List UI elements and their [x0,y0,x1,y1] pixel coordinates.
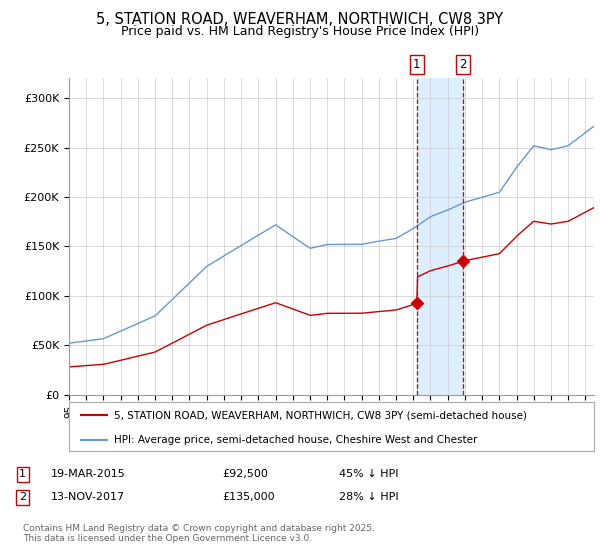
Text: Price paid vs. HM Land Registry's House Price Index (HPI): Price paid vs. HM Land Registry's House … [121,25,479,38]
Text: 28% ↓ HPI: 28% ↓ HPI [339,492,398,502]
Text: 1: 1 [19,469,26,479]
Text: 5, STATION ROAD, WEAVERHAM, NORTHWICH, CW8 3PY (semi-detached house): 5, STATION ROAD, WEAVERHAM, NORTHWICH, C… [113,410,527,421]
Text: 2: 2 [19,492,26,502]
Text: 1: 1 [413,58,421,71]
Text: 13-NOV-2017: 13-NOV-2017 [51,492,125,502]
Text: £135,000: £135,000 [222,492,275,502]
Text: HPI: Average price, semi-detached house, Cheshire West and Chester: HPI: Average price, semi-detached house,… [113,435,477,445]
Text: 2: 2 [459,58,466,71]
Text: £92,500: £92,500 [222,469,268,479]
Text: 5, STATION ROAD, WEAVERHAM, NORTHWICH, CW8 3PY: 5, STATION ROAD, WEAVERHAM, NORTHWICH, C… [97,12,503,27]
Text: Contains HM Land Registry data © Crown copyright and database right 2025.
This d: Contains HM Land Registry data © Crown c… [23,524,374,543]
Text: 19-MAR-2015: 19-MAR-2015 [51,469,126,479]
Bar [417,78,463,395]
Text: 45% ↓ HPI: 45% ↓ HPI [339,469,398,479]
